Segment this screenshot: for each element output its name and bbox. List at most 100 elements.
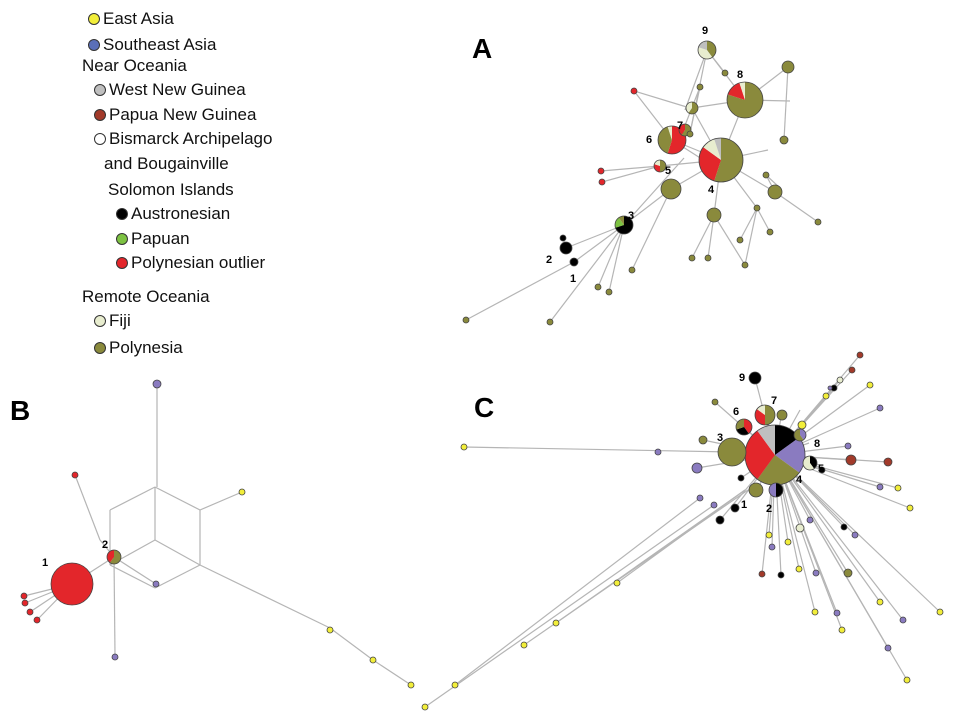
node-number-label: 3 — [628, 210, 634, 222]
node-slice — [884, 644, 892, 652]
node-outline — [768, 482, 784, 498]
node-small — [715, 515, 725, 525]
node-slice — [654, 160, 660, 166]
node-small — [706, 207, 722, 223]
network-edge — [713, 214, 746, 266]
node-3 — [717, 437, 747, 467]
node-slice — [696, 494, 704, 502]
node-slice — [727, 82, 745, 100]
node-slice — [111, 653, 119, 661]
node-small — [812, 569, 820, 577]
node-small — [884, 644, 892, 652]
node-small — [628, 266, 636, 274]
node-slice — [806, 516, 814, 524]
node-small — [795, 565, 803, 573]
node-small — [710, 501, 718, 509]
node-slice — [803, 456, 815, 470]
legend-item-austronesian: Austronesian — [116, 204, 230, 224]
hub-node-8 — [726, 81, 764, 119]
node-slice — [699, 147, 721, 181]
node-slice — [781, 60, 795, 74]
node-7 — [754, 404, 776, 426]
node-slice — [703, 139, 721, 160]
node-slice — [753, 204, 761, 212]
node-number-label: 1 — [741, 499, 747, 511]
node-slice — [765, 405, 775, 425]
network-edge — [684, 49, 708, 111]
network-edge — [154, 564, 201, 589]
node-slice — [800, 429, 806, 440]
node-slice — [851, 531, 859, 539]
node-slice — [767, 184, 783, 200]
network-edge — [739, 207, 758, 241]
node-slice — [605, 288, 613, 296]
node-small — [814, 218, 822, 226]
node-slice — [613, 579, 621, 587]
network-edge — [565, 224, 625, 249]
node-slice — [906, 504, 914, 512]
hub-node-4 — [698, 137, 744, 183]
node-small — [704, 254, 712, 262]
node-slice — [597, 167, 605, 175]
node-small — [848, 366, 856, 374]
node-small — [777, 571, 785, 579]
node-slice — [827, 385, 833, 391]
node-slice — [795, 565, 803, 573]
network-edge — [154, 486, 201, 511]
node-7 — [685, 101, 699, 115]
node-outline — [754, 404, 776, 426]
node-slice — [844, 442, 852, 450]
node-slice — [775, 425, 800, 455]
node-slice — [794, 429, 804, 441]
legend-heading-solomon-islands: Solomon Islands — [108, 180, 234, 199]
node-outline — [697, 40, 717, 60]
node-number-label: 4 — [796, 474, 803, 486]
node-slice — [707, 41, 716, 58]
node-small — [421, 703, 429, 711]
node-outline — [698, 137, 744, 183]
node-slice — [711, 398, 719, 406]
node-slice — [658, 126, 672, 154]
node-small — [781, 60, 795, 74]
node-small — [20, 592, 28, 600]
node-number-label: 5 — [818, 463, 824, 475]
node-small — [768, 543, 776, 551]
node-small — [758, 570, 766, 578]
node-small — [876, 598, 884, 606]
node-slice — [552, 619, 560, 627]
node-small — [838, 626, 846, 634]
node-slice — [559, 234, 567, 242]
network-edge — [597, 224, 625, 288]
node-small — [876, 483, 884, 491]
node-small — [711, 398, 719, 406]
node-slice — [630, 87, 638, 95]
node-small — [894, 484, 902, 492]
node-slice — [628, 266, 636, 274]
node-slice — [706, 207, 722, 223]
node-small — [818, 466, 826, 474]
network-edge — [199, 491, 243, 511]
node-slice — [769, 483, 776, 497]
node-slice — [691, 462, 703, 474]
network-edge — [154, 539, 201, 566]
node-slice — [710, 501, 718, 509]
legend-item-east-asia: East Asia — [88, 9, 174, 29]
node-slice — [462, 316, 470, 324]
node-slice — [660, 160, 666, 172]
node-slice — [736, 236, 744, 244]
node-number-label: 2 — [766, 503, 772, 515]
node-slice — [654, 164, 660, 172]
node-small — [462, 316, 470, 324]
node-slice — [810, 456, 817, 469]
node-small — [686, 130, 694, 138]
node-slice — [698, 435, 708, 445]
network-edge — [109, 486, 156, 511]
node-slice — [106, 550, 114, 563]
node-slice — [715, 515, 725, 525]
legend-label: West New Guinea — [109, 80, 246, 99]
bismarck-swatch-icon — [94, 133, 106, 145]
node-small — [737, 474, 745, 482]
network-edge — [549, 224, 625, 323]
node-slice — [748, 371, 762, 385]
